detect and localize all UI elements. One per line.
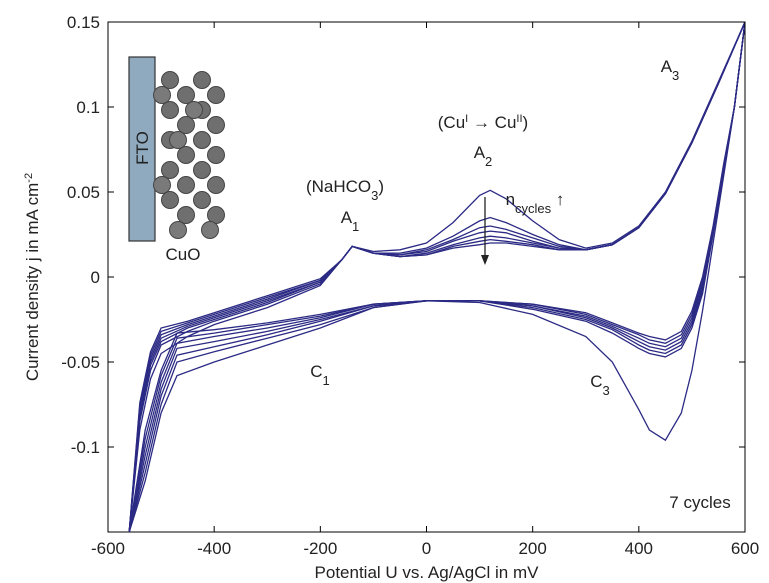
annotation-part: II — [516, 113, 522, 125]
particle — [153, 86, 171, 104]
annotation-part: 3 — [371, 188, 378, 203]
x-axis-label: Potential U vs. Ag/AgCl in mV — [315, 563, 540, 582]
particle — [169, 131, 187, 149]
cuo-label: CuO — [166, 245, 201, 264]
particle — [201, 221, 219, 239]
particle — [207, 206, 225, 224]
annotation: (NaHCO3) — [306, 177, 384, 203]
annotation-part: → Cu — [468, 113, 516, 132]
y-tick-label: 0.1 — [76, 98, 100, 117]
particle — [193, 161, 211, 179]
y-tick-label: 0.05 — [67, 183, 100, 202]
annotation: A3 — [661, 57, 680, 83]
particle — [161, 161, 179, 179]
particle — [161, 191, 179, 209]
y-axis-label-part: Current density j in mA cm — [23, 183, 42, 381]
annotation: 7 cycles — [669, 493, 730, 512]
annotation-part: ) — [378, 177, 384, 196]
annotation-part: A — [341, 208, 353, 227]
y-tick-label: 0 — [91, 268, 100, 287]
y-tick-label: 0.15 — [67, 13, 100, 32]
y-axis-label: Current density j in mA cm-2 — [23, 173, 42, 381]
annotation-part: 1 — [352, 219, 359, 234]
particle — [169, 221, 187, 239]
annotation-part: ↑ — [551, 190, 564, 209]
annotation: C3 — [590, 372, 610, 398]
annotation-part: (NaHCO — [306, 177, 371, 196]
fto-layer — [128, 56, 156, 242]
inset: FTO CuO — [128, 56, 225, 264]
arrow-head — [481, 255, 489, 265]
y-axis-label-part: -2 — [23, 173, 35, 183]
annotation-part: A — [474, 143, 486, 162]
annotation-part: 2 — [485, 154, 492, 169]
annotation: A1 — [341, 208, 360, 234]
x-axis-label-part: Potential U vs. Ag/AgCl in mV — [315, 563, 540, 582]
particle — [207, 176, 225, 194]
y-tick-label: -0.1 — [71, 438, 100, 457]
particle — [161, 101, 179, 119]
particle — [177, 146, 195, 164]
annotation-part: I — [465, 113, 468, 125]
annotation-part: 3 — [672, 68, 679, 83]
particle — [177, 116, 195, 134]
annotation-part: A — [661, 57, 673, 76]
particle — [185, 101, 203, 119]
annotation-part: C — [590, 372, 602, 391]
x-tick-label: 600 — [731, 539, 759, 558]
particle — [153, 176, 171, 194]
x-tick-label: 0 — [422, 539, 431, 558]
particle — [177, 176, 195, 194]
particle — [193, 71, 211, 89]
x-tick-label: -200 — [303, 539, 337, 558]
x-tick-label: -400 — [197, 539, 231, 558]
annotation-part: ) — [523, 113, 529, 132]
annotation: (CuI → CuII) — [438, 113, 528, 132]
particle — [207, 146, 225, 164]
annotation-part: C — [310, 362, 322, 381]
annotation: ncycles ↑ — [506, 190, 565, 216]
particle — [177, 86, 195, 104]
x-tick-label: 400 — [625, 539, 653, 558]
annotation: C1 — [310, 362, 330, 388]
particle — [193, 191, 211, 209]
plot-frame — [107, 21, 746, 533]
annotation-part: 3 — [603, 383, 610, 398]
particle — [193, 131, 211, 149]
fto-label: FTO — [133, 131, 152, 165]
annotation-part: 1 — [323, 373, 330, 388]
particle — [177, 206, 195, 224]
particle — [207, 116, 225, 134]
annotation-part: 7 cycles — [669, 493, 730, 512]
y-tick-label: -0.05 — [61, 353, 100, 372]
annotation-part: n — [506, 190, 515, 209]
particle — [207, 86, 225, 104]
particle — [161, 71, 179, 89]
cv-curve — [128, 22, 745, 532]
annotation: A2 — [474, 143, 493, 169]
annotation-part: (Cu — [438, 113, 465, 132]
x-tick-label: 200 — [518, 539, 546, 558]
x-tick-label: -600 — [91, 539, 125, 558]
curves — [128, 22, 745, 532]
annotation-part: cycles — [515, 201, 552, 216]
